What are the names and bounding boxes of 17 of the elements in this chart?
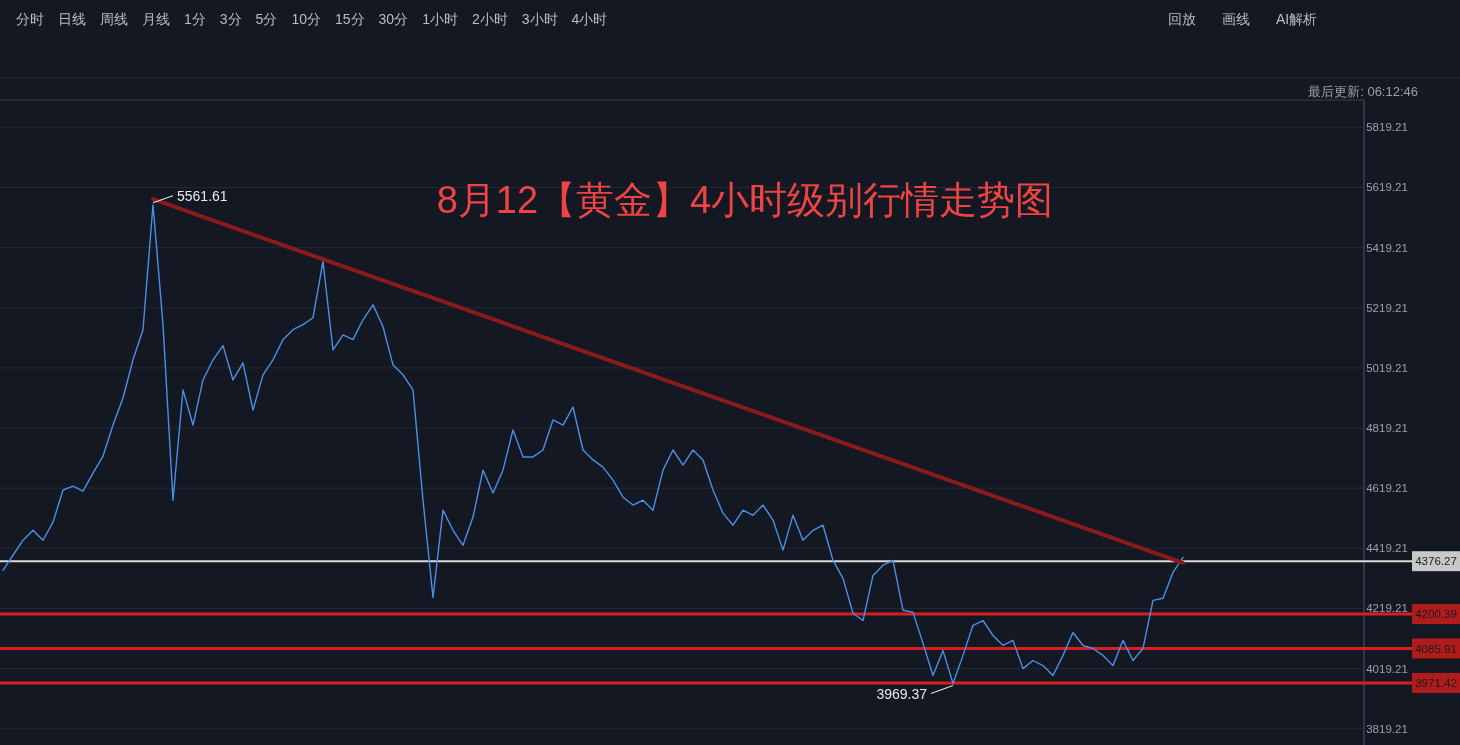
y-tick-label: 5019.21 xyxy=(1366,361,1408,374)
ref-line-label: 3971.42 xyxy=(1415,676,1457,689)
text: 8月12【黄金】4小时级别行情走势图 xyxy=(436,179,1054,221)
y-tick-label: 4819.21 xyxy=(1366,422,1408,434)
annotation: 5561.61 xyxy=(177,187,228,204)
y-tick-label: 4219.21 xyxy=(1366,602,1408,615)
y-tick-label: 5419.21 xyxy=(1366,241,1408,254)
ref-line-label: 4376.27 xyxy=(1415,555,1457,568)
y-tick-label: 5819.21 xyxy=(1366,121,1408,134)
ref-line-label: 4085.91 xyxy=(1415,642,1457,655)
y-tick-label: 4619.21 xyxy=(1366,482,1408,495)
ref-line-label: 4200.39 xyxy=(1415,608,1457,621)
y-tick-label: 3819.21 xyxy=(1366,722,1408,735)
y-tick-label: 5619.21 xyxy=(1366,181,1408,194)
y-tick-label: 5219.21 xyxy=(1366,301,1408,314)
y-tick-label: 4019.21 xyxy=(1366,662,1408,675)
toolbar: 分时 日线 周线 月线 1分 3分 5分 10分 15分 30分 1小时 2小时 3小时 4小时 回放 画线 AI解析 最后更新: 06:12:46 xyxy=(0,11,1460,99)
